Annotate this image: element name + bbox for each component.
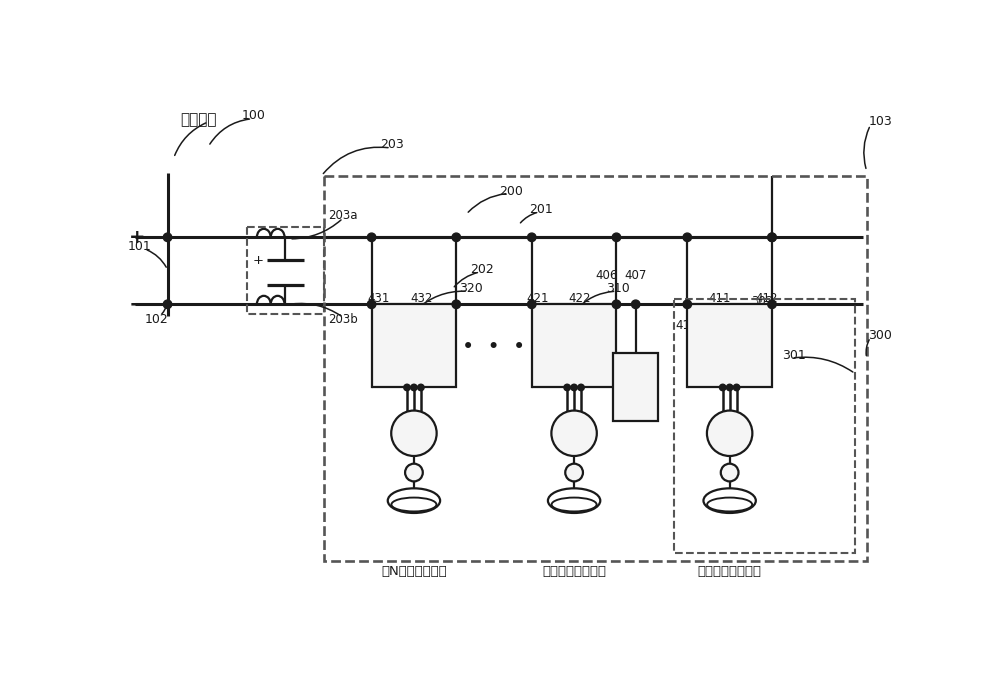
Text: 203a: 203a	[328, 209, 357, 222]
Text: 413: 413	[676, 319, 698, 331]
Text: +: +	[252, 254, 263, 267]
Text: MG: MG	[403, 427, 425, 440]
Circle shape	[528, 300, 536, 308]
Circle shape	[405, 464, 423, 481]
Text: MG: MG	[563, 427, 585, 440]
Circle shape	[768, 300, 776, 308]
Text: 431: 431	[368, 292, 390, 305]
Text: 411: 411	[709, 292, 731, 305]
Circle shape	[452, 300, 461, 308]
Text: 300: 300	[868, 329, 892, 342]
Circle shape	[721, 464, 738, 481]
Text: 100: 100	[241, 109, 265, 122]
Circle shape	[733, 384, 740, 391]
Text: 103: 103	[868, 115, 892, 128]
Text: 303: 303	[751, 311, 773, 324]
Circle shape	[707, 410, 752, 456]
Circle shape	[564, 384, 570, 391]
Circle shape	[418, 384, 424, 391]
Circle shape	[551, 410, 597, 456]
Circle shape	[163, 233, 172, 242]
Text: 414: 414	[714, 331, 737, 344]
Text: AC: AC	[705, 366, 726, 380]
Circle shape	[768, 233, 776, 242]
Text: 415: 415	[714, 319, 737, 331]
Text: MG: MG	[718, 427, 741, 440]
Text: 202: 202	[470, 263, 494, 276]
Circle shape	[612, 300, 621, 308]
Circle shape	[768, 233, 776, 242]
Text: 第二飞轮储能单元: 第二飞轮储能单元	[542, 565, 606, 578]
Text: −: −	[128, 294, 147, 315]
Circle shape	[452, 233, 461, 242]
Circle shape	[726, 384, 733, 391]
Text: Ω: Ω	[726, 468, 734, 477]
Circle shape	[367, 300, 376, 308]
Text: 第N飞轮储能单元: 第N飞轮储能单元	[381, 565, 447, 578]
Circle shape	[367, 233, 376, 242]
Text: 421: 421	[526, 292, 549, 305]
Polygon shape	[687, 304, 772, 387]
Circle shape	[683, 233, 692, 242]
Text: 432: 432	[411, 292, 433, 305]
Text: 204: 204	[624, 364, 647, 378]
Polygon shape	[613, 353, 658, 421]
Circle shape	[528, 233, 536, 242]
Text: DC: DC	[417, 312, 439, 326]
Circle shape	[565, 464, 583, 481]
Circle shape	[719, 384, 726, 391]
Text: 102: 102	[144, 313, 168, 326]
Text: 203: 203	[380, 138, 404, 151]
Text: 304: 304	[751, 326, 773, 340]
Text: 302: 302	[751, 296, 773, 308]
Text: Ω: Ω	[410, 468, 418, 477]
Text: DC: DC	[577, 312, 599, 326]
Text: +: +	[129, 227, 146, 247]
Circle shape	[404, 384, 410, 391]
Circle shape	[612, 233, 621, 242]
Text: AC: AC	[390, 366, 411, 380]
Circle shape	[411, 384, 417, 391]
Text: 第一飞轮储能单元: 第一飞轮储能单元	[698, 565, 762, 578]
Polygon shape	[372, 304, 456, 387]
Text: •  •  •: • • •	[462, 337, 526, 356]
Circle shape	[578, 384, 584, 391]
Circle shape	[163, 300, 172, 308]
Text: 301: 301	[782, 350, 806, 362]
Circle shape	[631, 300, 640, 308]
Circle shape	[391, 410, 437, 456]
Polygon shape	[532, 304, 616, 387]
Text: AC: AC	[550, 366, 571, 380]
Text: 310: 310	[606, 282, 630, 296]
Text: 407: 407	[624, 269, 647, 282]
Circle shape	[571, 384, 577, 391]
Text: DC: DC	[733, 312, 754, 326]
Text: 412: 412	[755, 292, 778, 305]
Text: 422: 422	[568, 292, 590, 305]
Text: Ω: Ω	[570, 468, 578, 477]
Text: 直流电网: 直流电网	[180, 112, 216, 127]
Text: 制
动
电
阻: 制 动 电 阻	[632, 365, 639, 408]
Text: 406: 406	[596, 269, 618, 282]
Text: 320: 320	[459, 282, 482, 296]
Text: 201: 201	[529, 203, 553, 216]
Circle shape	[683, 300, 692, 308]
Text: 200: 200	[499, 184, 523, 198]
Text: 203b: 203b	[328, 313, 357, 326]
Text: 101: 101	[128, 240, 151, 253]
